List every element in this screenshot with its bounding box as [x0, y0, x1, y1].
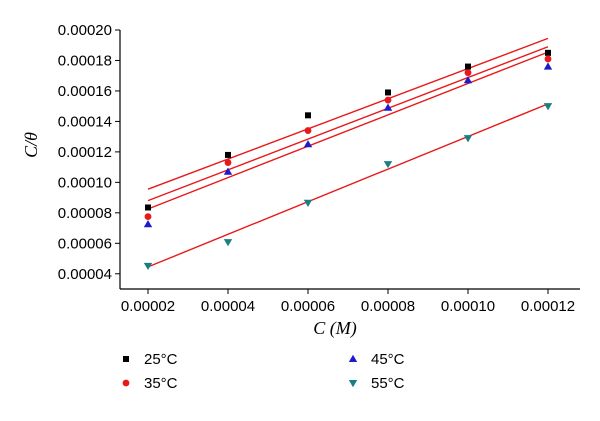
- x-tick-label: 0.00006: [281, 298, 335, 315]
- y-tick-label: 0.00018: [58, 52, 112, 69]
- data-point: [463, 135, 473, 143]
- data-point: [305, 112, 311, 119]
- fit-lines: [147, 37, 549, 268]
- y-tick-label: 0.00014: [58, 113, 112, 130]
- x-tick-label: 0.00002: [121, 298, 175, 315]
- data-point: [225, 151, 231, 158]
- legend-marker: [123, 356, 129, 362]
- data-point: [384, 96, 392, 104]
- data-point: [304, 127, 312, 134]
- data-point: [303, 199, 313, 207]
- data-point: [144, 213, 152, 221]
- data-point: [224, 159, 232, 166]
- y-tick-label: 0.00004: [58, 266, 112, 283]
- data-point: [544, 55, 552, 63]
- data-point: [383, 103, 393, 111]
- y-tick-label: 0.00008: [58, 205, 112, 222]
- legend-label: 25°C: [144, 351, 178, 368]
- axes: [119, 30, 580, 290]
- y-tick-label: 0.00016: [58, 83, 112, 100]
- fit-line: [147, 37, 549, 190]
- data-point: [303, 140, 313, 148]
- y-tick-label: 0.00012: [58, 144, 112, 161]
- x-tick-label: 0.00010: [441, 298, 495, 315]
- data-point: [465, 63, 471, 70]
- x-tick-label: 0.00004: [201, 298, 255, 315]
- fit-line: [147, 103, 549, 268]
- legend: 25°C 35°C 45°C 55°C: [122, 351, 405, 392]
- data-point: [463, 76, 473, 84]
- data-point: [143, 220, 153, 228]
- legend-label: 55°C: [371, 375, 405, 392]
- data-point: [464, 69, 472, 77]
- x-tick-label: 0.00008: [361, 298, 415, 315]
- data-point: [385, 89, 391, 96]
- legend-label: 45°C: [371, 351, 405, 368]
- y-axis-ticks: 0.00004 0.00006 0.00008 0.00010 0.00012 0.000…: [58, 22, 120, 283]
- legend-label: 35°C: [144, 375, 178, 392]
- data-point: [543, 103, 553, 111]
- fit-line: [147, 51, 549, 210]
- data-point: [143, 262, 153, 271]
- y-tick-label: 0.00010: [58, 174, 112, 191]
- legend-marker: [348, 380, 358, 388]
- data-point: [223, 167, 233, 175]
- fit-line: [147, 46, 549, 202]
- data-point: [383, 161, 393, 169]
- data-point: [543, 62, 553, 70]
- y-tick-label: 0.00006: [58, 235, 112, 252]
- legend-marker: [122, 379, 130, 387]
- x-axis-ticks: 0.00002 0.00004 0.00006 0.00008 0.00010 0.000…: [121, 289, 575, 315]
- data-point: [545, 49, 551, 56]
- data-point: [145, 204, 151, 211]
- y-axis-title: C/θ: [21, 132, 41, 158]
- x-axis-title: C (M): [313, 318, 357, 339]
- legend-marker: [348, 354, 358, 362]
- data-points: [143, 49, 553, 271]
- data-point: [223, 239, 233, 247]
- y-tick-label: 0.00020: [58, 22, 112, 39]
- x-tick-label: 0.00012: [521, 298, 575, 315]
